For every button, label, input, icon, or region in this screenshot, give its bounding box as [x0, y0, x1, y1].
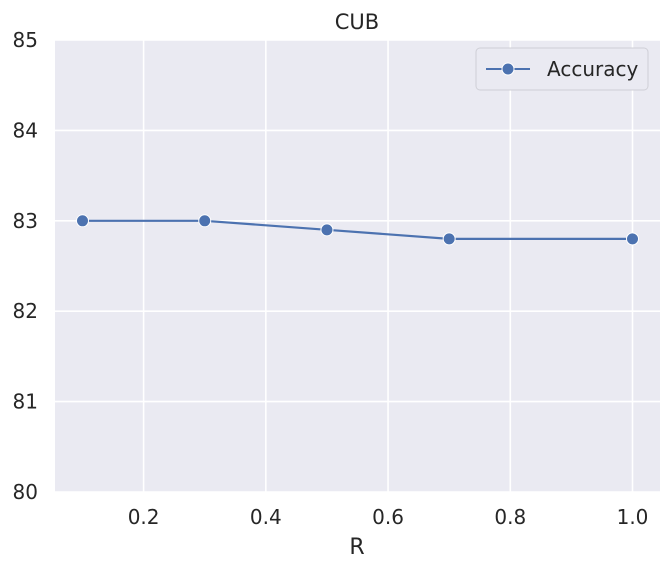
y-tick-label: 82 [13, 299, 38, 323]
data-point [442, 232, 456, 246]
x-tick-label: 0.4 [250, 505, 282, 529]
y-tick-label: 81 [13, 390, 38, 414]
x-axis-label: R [349, 535, 364, 560]
legend-marker-swatch [501, 62, 515, 76]
y-tick-label: 84 [13, 118, 38, 142]
data-point [76, 214, 89, 228]
x-tick-label: 0.6 [372, 505, 404, 529]
x-tick-label: 0.8 [494, 505, 526, 529]
y-tick-label: 80 [13, 480, 38, 504]
data-point [198, 214, 212, 228]
legend: Accuracy [475, 47, 649, 91]
x-tick-label: 1.0 [617, 505, 649, 529]
legend-box [475, 47, 649, 91]
tick-labels: 80 81 82 83 84 85 0.2 0.4 0.6 0.8 1.0 [13, 28, 649, 529]
series-layer [76, 214, 639, 246]
data-point [626, 232, 639, 246]
y-tick-label: 83 [13, 209, 38, 233]
x-tick-label: 0.2 [128, 505, 160, 529]
data-point [320, 223, 334, 237]
y-tick-label: 85 [13, 28, 38, 52]
chart-title: CUB [335, 10, 379, 34]
plot-area [55, 40, 660, 492]
legend-label: Accuracy [547, 57, 638, 81]
